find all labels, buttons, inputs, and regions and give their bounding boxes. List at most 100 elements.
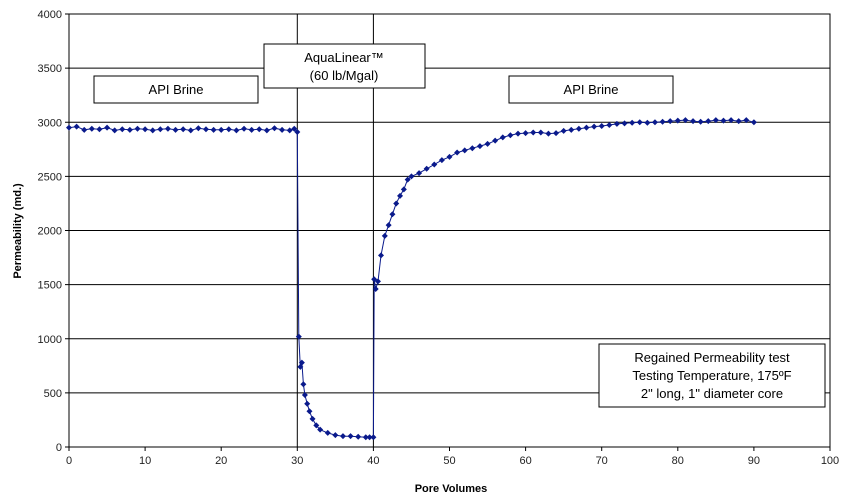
data-point [545,131,551,137]
data-point [606,122,612,128]
annotation-api-brine-left: API Brine [94,76,258,103]
data-point [660,119,666,125]
x-tick-label-30: 30 [291,455,303,467]
data-point [424,166,430,172]
data-point [637,119,643,125]
data-point [157,126,163,132]
data-point [492,138,498,144]
annotation-aqualinear: AquaLinear™ (60 lb/Mgal) [264,44,425,88]
data-point [705,118,711,124]
data-point [180,126,186,132]
gridlines [69,14,830,393]
data-point [134,126,140,132]
data-point [568,127,574,133]
data-point [104,125,110,131]
data-point [340,433,346,439]
data-point [241,126,247,132]
x-tick-label-40: 40 [367,455,379,467]
data-point [561,128,567,134]
x-tick-label-100: 100 [821,455,839,467]
data-point [583,125,589,131]
data-point [401,186,407,192]
x-axis-title: Pore Volumes [415,483,488,495]
data-point [300,381,306,387]
annotation-test-info: Regained Permeability test Testing Tempe… [599,344,825,407]
x-tick-label-20: 20 [215,455,227,467]
data-point [264,127,270,133]
data-point [256,126,262,132]
data-point [416,170,422,176]
data-point [397,193,403,199]
y-tick-label-1000: 1000 [38,334,62,346]
y-axis-title: Permeability (md.) [12,183,24,279]
annotation-api-brine-right: API Brine [509,76,673,103]
data-point [127,127,133,133]
data-point [203,126,209,132]
data-point [736,118,742,124]
data-point [447,154,453,160]
data-point [553,130,559,136]
data-point [698,119,704,125]
y-tick-label-1500: 1500 [38,280,62,292]
data-point [431,161,437,167]
y-tick-label-2000: 2000 [38,226,62,238]
data-point [690,118,696,124]
y-tick-label-0: 0 [56,442,62,454]
data-point [485,141,491,147]
data-point [96,126,102,132]
annotation-aqualinear-line2: (60 lb/Mgal) [310,68,379,83]
data-point [644,120,650,126]
data-point [218,127,224,133]
y-tick-label-2500: 2500 [38,171,62,183]
x-tick-label-70: 70 [596,455,608,467]
annotation-api-brine-left-text: API Brine [149,82,204,97]
data-point [81,127,87,133]
annotation-test-info-line3: 2" long, 1" diameter core [641,386,783,401]
x-tick-label-10: 10 [139,455,151,467]
data-point [751,119,757,125]
x-tick-label-0: 0 [66,455,72,467]
data-point [271,125,277,131]
data-point [332,432,338,438]
data-point [348,433,354,439]
data-point [233,127,239,133]
data-point [576,126,582,132]
data-point [195,125,201,131]
data-point [652,119,658,125]
data-point [591,124,597,130]
data-point [378,252,384,258]
annotation-api-brine-right-text: API Brine [564,82,619,97]
data-point [523,130,529,136]
data-point [538,130,544,136]
data-point [469,145,475,151]
data-point [370,434,376,440]
data-point [454,150,460,156]
data-point [622,120,628,126]
data-point [530,130,536,136]
data-point [249,127,255,133]
annotation-aqualinear-line1: AquaLinear™ [304,50,384,65]
annotation-test-info-line1: Regained Permeability test [634,350,790,365]
x-tick-label-90: 90 [748,455,760,467]
data-point [325,430,331,436]
x-tick-label-60: 60 [519,455,531,467]
annotation-test-info-line2: Testing Temperature, 175ºF [632,368,791,383]
data-point [382,233,388,239]
data-point [386,222,392,228]
data-point [462,147,468,153]
data-point [306,408,312,414]
data-point [393,200,399,206]
data-point [507,132,513,138]
data-point [599,123,605,129]
data-point [439,157,445,163]
data-point [211,127,217,133]
data-point [629,120,635,126]
data-point [142,126,148,132]
y-tick-label-3500: 3500 [38,63,62,75]
data-point [515,131,521,137]
data-point [188,127,194,133]
x-tick-label-50: 50 [443,455,455,467]
data-point [89,126,95,132]
data-point [66,125,72,131]
